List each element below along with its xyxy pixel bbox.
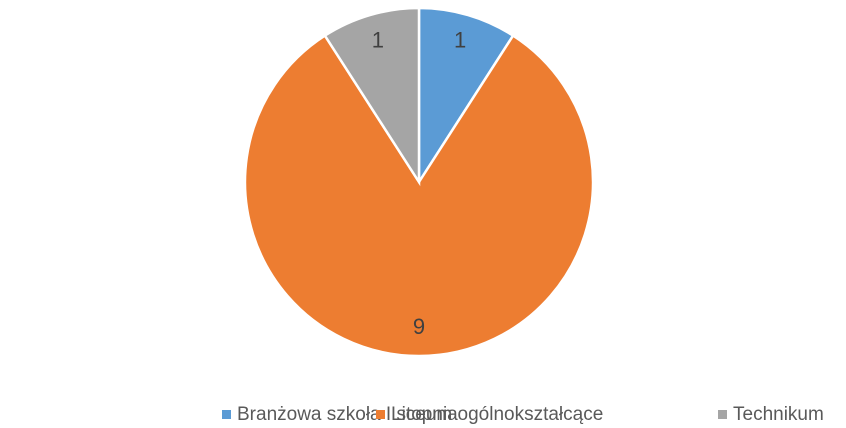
- legend-swatch: [376, 410, 385, 419]
- pie-slice: [243, 33, 595, 358]
- legend-swatch: [718, 410, 727, 419]
- data-label: 9: [413, 314, 425, 339]
- data-label: 1: [454, 28, 466, 53]
- data-label: 1: [372, 28, 384, 53]
- legend-label: Branżowa szkoła I stopnia: [237, 404, 458, 425]
- legend-swatch: [222, 410, 231, 419]
- legend-label: Technikum: [733, 404, 824, 425]
- pie-slice: [323, 6, 421, 187]
- pie-slice: [417, 6, 515, 187]
- legend-label: Liceum ogólnokształcące: [391, 404, 603, 425]
